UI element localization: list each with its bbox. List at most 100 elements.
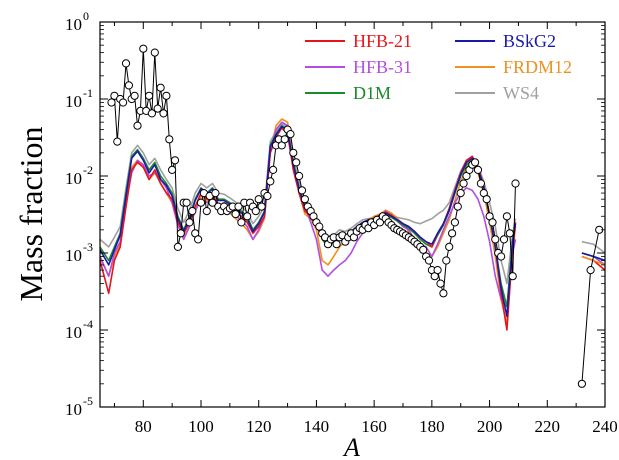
y-axis-label: Mass fraction bbox=[13, 126, 49, 301]
observed-point bbox=[107, 98, 116, 107]
observed-point bbox=[482, 195, 491, 204]
observed-point bbox=[162, 91, 171, 100]
y-tick-exponent: -2 bbox=[83, 163, 93, 177]
legend: HFB-21 BSkG2 HFB-31 FRDM12 D1M WS4 bbox=[305, 31, 572, 103]
observed-point bbox=[488, 218, 497, 227]
legend-label-ws4: WS4 bbox=[503, 83, 539, 103]
observed-point bbox=[139, 44, 148, 53]
legend-label-d1m: D1M bbox=[353, 83, 391, 103]
observed-point bbox=[133, 121, 142, 130]
observed-point bbox=[439, 289, 448, 298]
observed-point bbox=[234, 202, 243, 211]
observed-point bbox=[165, 135, 174, 144]
observed-point bbox=[436, 279, 445, 288]
observed-point bbox=[459, 179, 468, 188]
observed-point bbox=[113, 137, 122, 146]
legend-label-bskg2: BSkG2 bbox=[503, 31, 556, 51]
y-tick-exponent: -3 bbox=[83, 240, 93, 254]
observed-point bbox=[419, 245, 428, 254]
x-axis: 80 100 120 140 160 180 200 220 240 bbox=[113, 22, 618, 436]
observed-point bbox=[170, 156, 180, 165]
observed-point bbox=[511, 179, 520, 188]
observed-point bbox=[121, 59, 131, 68]
observed-point bbox=[280, 135, 289, 144]
observed-point bbox=[173, 242, 182, 251]
observed-point bbox=[269, 165, 278, 174]
observed-point bbox=[147, 109, 156, 118]
y-tick-exponent: 0 bbox=[83, 9, 89, 23]
observed-point bbox=[456, 189, 465, 198]
observed-point bbox=[289, 148, 298, 157]
observed-point bbox=[150, 48, 159, 57]
observed-point bbox=[315, 222, 324, 231]
series-tail-ws4 bbox=[581, 240, 606, 254]
plot-frame bbox=[99, 21, 606, 408]
observed-point bbox=[473, 165, 483, 174]
observed-data-layer bbox=[107, 44, 604, 388]
observed-point bbox=[176, 229, 185, 238]
legend-label-hfb-21: HFB-21 bbox=[353, 31, 412, 51]
observed-point bbox=[156, 83, 165, 92]
observed-point bbox=[257, 202, 266, 211]
observed-point bbox=[586, 266, 595, 275]
observed-point bbox=[445, 242, 454, 251]
y-tick-exponent: -4 bbox=[83, 317, 93, 331]
x-tick-label: 120 bbox=[246, 417, 272, 436]
observed-point bbox=[208, 198, 217, 207]
x-tick-label: 100 bbox=[188, 417, 214, 436]
observed-point bbox=[505, 229, 514, 238]
observed-line-tail bbox=[581, 229, 600, 384]
observed-point bbox=[332, 240, 341, 249]
x-tick-label: 180 bbox=[419, 417, 445, 436]
y-tick-label: 10 bbox=[65, 15, 82, 34]
observed-point bbox=[231, 210, 240, 219]
observed-point bbox=[499, 235, 509, 244]
observed-point bbox=[263, 191, 272, 201]
y-tick-exponent: -1 bbox=[83, 86, 93, 100]
observed-point bbox=[442, 256, 451, 265]
y-tick-label: 10 bbox=[65, 92, 82, 111]
observed-point bbox=[251, 207, 260, 216]
x-tick-label: 220 bbox=[535, 417, 561, 436]
observed-point bbox=[119, 98, 128, 107]
observed-point bbox=[453, 202, 462, 211]
y-tick-label: 10 bbox=[65, 169, 82, 188]
series-tail-frdm12 bbox=[581, 255, 606, 266]
x-tick-label: 140 bbox=[304, 417, 330, 436]
observed-point bbox=[266, 177, 275, 186]
observed-point bbox=[185, 218, 194, 227]
observed-point bbox=[145, 91, 154, 100]
observed-point bbox=[448, 229, 457, 238]
observed-point bbox=[502, 212, 511, 221]
observed-point bbox=[182, 198, 191, 207]
observed-point bbox=[300, 195, 309, 204]
observed-point bbox=[188, 207, 197, 216]
observed-point bbox=[168, 165, 177, 174]
observed-point bbox=[577, 379, 587, 388]
observed-point bbox=[124, 81, 133, 90]
observed-point bbox=[295, 171, 304, 181]
x-tick-label: 200 bbox=[477, 417, 503, 436]
observed-point bbox=[254, 195, 263, 204]
series-layer bbox=[99, 118, 606, 331]
observed-point bbox=[159, 109, 168, 118]
series-line-hfb-31 bbox=[99, 121, 517, 308]
observed-point bbox=[292, 158, 301, 167]
y-tick-label: 10 bbox=[65, 323, 82, 342]
observed-point bbox=[450, 218, 459, 227]
observed-point bbox=[130, 91, 139, 100]
observed-point bbox=[471, 158, 480, 167]
legend-label-frdm12: FRDM12 bbox=[503, 57, 572, 77]
y-tick-label: 10 bbox=[65, 400, 82, 419]
observed-point bbox=[508, 272, 517, 281]
observed-point bbox=[286, 130, 295, 139]
x-tick-label: 240 bbox=[592, 417, 618, 436]
observed-point bbox=[433, 266, 442, 275]
observed-point bbox=[211, 189, 220, 198]
observed-point bbox=[491, 235, 500, 244]
observed-point bbox=[194, 235, 203, 244]
y-tick-exponent: -5 bbox=[83, 394, 93, 408]
x-tick-label: 80 bbox=[135, 417, 152, 436]
observed-point bbox=[497, 252, 506, 261]
